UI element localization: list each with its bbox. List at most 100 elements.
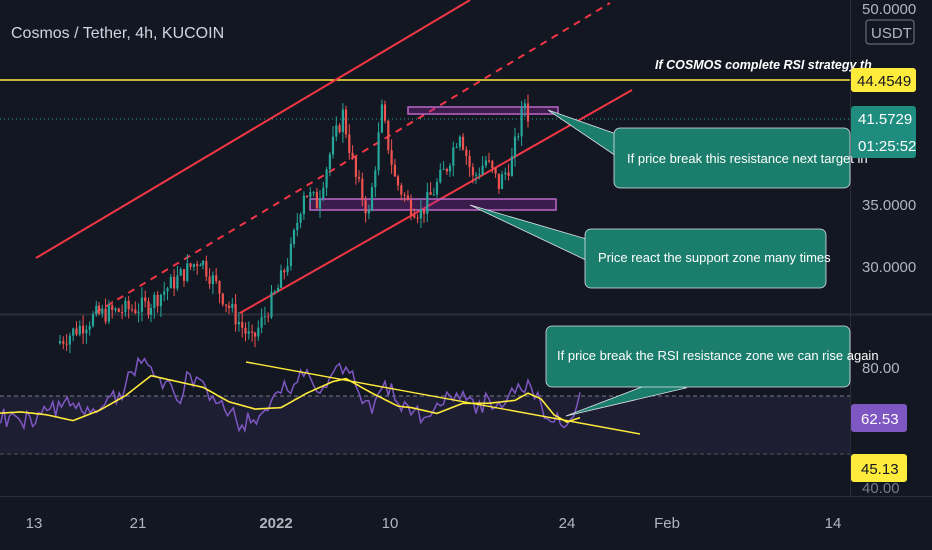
candle[interactable] (192, 264, 195, 267)
candle[interactable] (426, 192, 429, 214)
candle[interactable] (124, 300, 127, 313)
candle[interactable] (78, 325, 81, 335)
candle[interactable] (367, 210, 370, 214)
candle[interactable] (91, 314, 95, 326)
candle[interactable] (523, 103, 526, 109)
rsi-trendline[interactable] (245, 361, 641, 435)
candle[interactable] (267, 316, 270, 318)
candle[interactable] (377, 132, 380, 171)
candle[interactable] (474, 174, 478, 176)
candle[interactable] (364, 200, 367, 214)
candle[interactable] (277, 287, 280, 292)
candle[interactable] (169, 276, 172, 289)
candle[interactable] (468, 155, 471, 168)
candle[interactable] (201, 260, 205, 265)
candle[interactable] (153, 294, 156, 309)
candle[interactable] (127, 300, 130, 310)
candle[interactable] (286, 266, 289, 273)
candle[interactable] (383, 104, 387, 121)
candle[interactable] (396, 176, 400, 186)
time-axis[interactable]: 13 21 2022 10 24 Feb 14 (26, 515, 842, 532)
candle[interactable] (237, 321, 240, 325)
candle[interactable] (338, 125, 341, 133)
candle[interactable] (390, 150, 393, 165)
candle[interactable] (354, 156, 357, 177)
candle[interactable] (400, 185, 403, 195)
candle[interactable] (448, 165, 452, 172)
rsi-axis[interactable]: 80.00 62.53 45.13 40.00 (851, 360, 907, 497)
candle[interactable] (526, 103, 530, 122)
rsi-line[interactable] (0, 356, 581, 433)
candle[interactable] (432, 194, 435, 196)
candle[interactable] (507, 172, 510, 176)
candle[interactable] (114, 308, 117, 311)
candle[interactable] (257, 327, 260, 337)
resistance-zone[interactable] (407, 106, 559, 115)
candle[interactable] (263, 316, 266, 318)
candle[interactable] (82, 325, 85, 334)
candle[interactable] (403, 194, 406, 196)
candle[interactable] (419, 209, 422, 219)
price-axis[interactable]: 50.0000 USDT 44.4549 41.5729 01:25:52 35… (851, 1, 916, 276)
candle[interactable] (510, 156, 513, 176)
candle[interactable] (68, 335, 71, 345)
candle[interactable] (270, 292, 273, 318)
candle[interactable] (196, 264, 199, 267)
candle[interactable] (429, 192, 432, 195)
candle[interactable] (225, 304, 228, 306)
candle[interactable] (253, 332, 257, 337)
candle[interactable] (435, 182, 439, 195)
rsi-callout[interactable]: If price break the RSI resistance zone w… (545, 325, 879, 417)
candle[interactable] (205, 260, 208, 277)
candle[interactable] (322, 187, 325, 199)
candle[interactable] (458, 136, 461, 147)
candle[interactable] (455, 146, 458, 148)
candle[interactable] (134, 309, 137, 314)
candle[interactable] (221, 293, 224, 305)
candle[interactable] (179, 269, 182, 276)
candle[interactable] (227, 305, 231, 309)
candle[interactable] (380, 104, 383, 133)
candle[interactable] (305, 195, 309, 198)
candle[interactable] (318, 198, 322, 209)
candle[interactable] (97, 305, 101, 314)
candle[interactable] (166, 288, 169, 292)
candle[interactable] (416, 217, 419, 219)
candle[interactable] (335, 125, 338, 137)
candle[interactable] (292, 230, 296, 244)
candle[interactable] (517, 136, 520, 138)
candle[interactable] (497, 173, 500, 189)
candle[interactable] (62, 341, 65, 344)
candle[interactable] (478, 174, 481, 176)
candle[interactable] (189, 263, 192, 267)
candle[interactable] (176, 275, 179, 289)
candle[interactable] (273, 291, 276, 293)
candle[interactable] (494, 168, 497, 174)
candle[interactable] (137, 311, 140, 314)
candle[interactable] (199, 264, 202, 267)
candle[interactable] (348, 134, 351, 153)
candle[interactable] (75, 328, 78, 335)
candle[interactable] (58, 341, 62, 344)
candle[interactable] (121, 311, 124, 313)
candle[interactable] (471, 167, 474, 176)
rsi-ma-line[interactable] (0, 374, 581, 423)
candle[interactable] (296, 222, 299, 231)
candle[interactable] (500, 174, 504, 189)
candle[interactable] (439, 169, 442, 183)
candle[interactable] (357, 176, 361, 179)
candle[interactable] (234, 303, 237, 325)
candle[interactable] (481, 165, 484, 175)
candle[interactable] (328, 154, 331, 170)
candle[interactable] (289, 243, 292, 267)
candle[interactable] (231, 303, 234, 309)
candle[interactable] (331, 136, 335, 155)
candle[interactable] (370, 187, 374, 211)
candle[interactable] (95, 305, 98, 315)
candle[interactable] (156, 294, 159, 307)
candle[interactable] (251, 331, 254, 333)
candle[interactable] (393, 164, 396, 177)
candle[interactable] (422, 209, 426, 214)
candle[interactable] (351, 152, 354, 157)
